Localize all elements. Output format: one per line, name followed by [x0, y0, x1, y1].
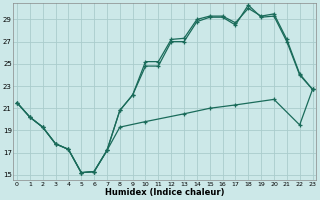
X-axis label: Humidex (Indice chaleur): Humidex (Indice chaleur) [105, 188, 225, 197]
